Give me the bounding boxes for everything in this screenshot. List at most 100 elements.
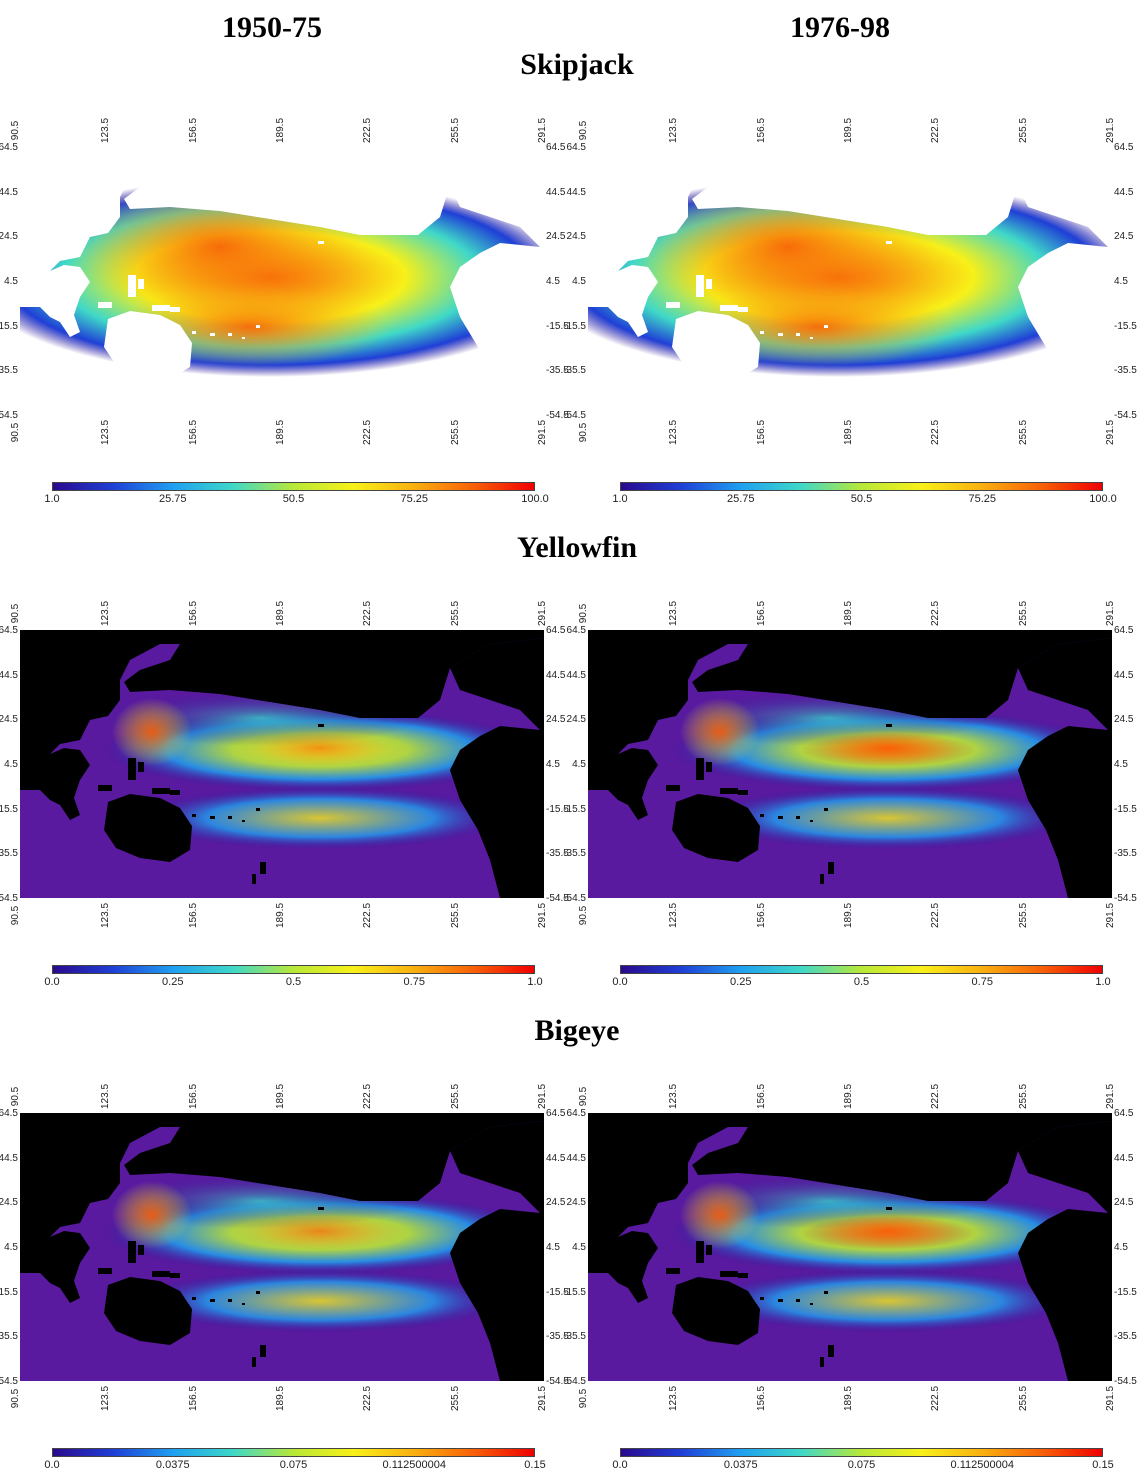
land-asia: [20, 147, 544, 271]
land-americas: [450, 638, 544, 898]
lon-tick-label: 222.5: [362, 902, 374, 929]
lat-tick-label: 4.5: [546, 276, 560, 287]
lon-tick-label: 90.5: [578, 603, 590, 624]
land-island: [318, 724, 324, 727]
lon-tick-label: 156.5: [755, 1083, 767, 1110]
land-se-asia: [20, 265, 90, 337]
lat-tick-label: -35.5: [563, 848, 586, 860]
land-island: [666, 1268, 680, 1274]
lon-tick-label: 123.5: [100, 1385, 112, 1412]
lon-tick-label: 255.5: [1017, 419, 1029, 446]
land-island: [192, 814, 196, 817]
land-island: [98, 302, 112, 308]
lon-tick-label: 90.5: [10, 1086, 22, 1107]
land-island: [242, 337, 245, 339]
lat-tick-label: -54.5: [0, 1376, 18, 1387]
lon-tick-label: 123.5: [100, 117, 112, 144]
colorbar-label: 25.75: [158, 493, 187, 505]
colorbar: [52, 482, 535, 491]
lon-tick-label: 222.5: [362, 1385, 374, 1412]
land-island: [256, 808, 260, 811]
lon-tick-label: 123.5: [100, 902, 112, 929]
land-island: [810, 820, 813, 822]
colorbar-label: 0.15: [524, 1459, 546, 1471]
land-island: [98, 785, 112, 791]
lat-tick-label: 4.5: [4, 759, 18, 770]
lat-tick-label: 24.5: [1114, 1197, 1134, 1209]
lon-tick-label: 291.5: [537, 419, 549, 446]
lat-tick-label: -54.5: [563, 410, 586, 421]
land-island: [778, 1299, 783, 1302]
land-asia: [588, 630, 1112, 754]
land-island: [760, 331, 764, 334]
land-island: [318, 1207, 324, 1210]
lon-tick-label: 90.5: [10, 1388, 22, 1409]
land-island: [824, 325, 828, 328]
lat-tick-label: 24.5: [546, 714, 566, 726]
land-island: [128, 1241, 136, 1263]
land-asia: [20, 1113, 544, 1237]
lon-tick-label: 123.5: [100, 1083, 112, 1110]
lon-tick-label: 255.5: [1017, 1385, 1029, 1412]
lon-tick-label: 156.5: [187, 1385, 199, 1412]
colorbar-label: 0.75: [971, 976, 993, 988]
lat-tick-label: 44.5: [546, 186, 566, 198]
land-americas: [450, 155, 544, 415]
land-island: [318, 241, 324, 244]
lat-tick-label: -54.5: [563, 1376, 586, 1387]
col-header-1976-98: 1976-98: [790, 11, 890, 44]
lon-tick-label: 255.5: [449, 419, 461, 446]
lon-tick-label: 189.5: [275, 419, 287, 446]
lon-tick-label: 189.5: [275, 600, 287, 627]
lat-tick-label: 4.5: [4, 276, 18, 287]
colorbar-label: 0.0: [612, 1459, 628, 1471]
lon-tick-label: 222.5: [362, 419, 374, 446]
lat-tick-label: 44.5: [566, 669, 586, 681]
lat-tick-label: 4.5: [1114, 1242, 1128, 1253]
land-island: [796, 1299, 800, 1302]
colorbar-label: 0.0: [44, 976, 60, 988]
lat-tick-label: 4.5: [546, 1242, 560, 1253]
lat-tick-label: 64.5: [546, 625, 566, 636]
lon-tick-label: 189.5: [275, 902, 287, 929]
lat-tick-label: 24.5: [566, 1197, 586, 1209]
lon-tick-label: 156.5: [187, 902, 199, 929]
land-island: [696, 1241, 704, 1263]
land-island: [260, 379, 266, 391]
land-se-asia: [588, 1231, 658, 1303]
land-se-asia: [20, 1231, 90, 1303]
lon-tick-label: 291.5: [537, 600, 549, 627]
colorbar-label: 50.5: [850, 493, 873, 505]
lat-tick-label: -54.5: [1114, 893, 1137, 904]
colorbar-label: 1.0: [1095, 976, 1111, 988]
lat-tick-label: 24.5: [546, 231, 566, 243]
lat-tick-label: -15.5: [0, 803, 18, 815]
lat-tick-label: -15.5: [563, 803, 586, 815]
colorbar-label: 75.25: [968, 493, 997, 505]
lon-tick-label: 222.5: [362, 1083, 374, 1110]
lat-tick-label: -35.5: [1114, 365, 1137, 377]
land-island: [886, 1207, 892, 1210]
land-island: [824, 1291, 828, 1294]
land-island: [828, 862, 834, 874]
lon-tick-label: 291.5: [1105, 1083, 1117, 1110]
map-panel: [20, 147, 544, 415]
map-skipjack-1950-75: [20, 147, 544, 415]
map-panel: [20, 630, 544, 898]
lon-tick-label: 123.5: [668, 600, 680, 627]
lat-tick-label: 44.5: [566, 186, 586, 198]
land-island: [810, 337, 813, 339]
land-island: [796, 816, 800, 819]
colorbar: [620, 482, 1103, 491]
colorbar-label: 0.25: [162, 976, 184, 988]
map-yellowfin-1976-98: [588, 630, 1112, 898]
land-island: [152, 305, 170, 311]
lon-tick-label: 123.5: [668, 1083, 680, 1110]
lon-tick-label: 123.5: [668, 419, 680, 446]
lat-tick-label: -35.5: [0, 365, 18, 377]
lon-tick-label: 189.5: [275, 1385, 287, 1412]
lon-tick-label: 189.5: [843, 1385, 855, 1412]
lat-tick-label: 4.5: [546, 759, 560, 770]
lon-tick-label: 255.5: [1017, 902, 1029, 929]
lon-tick-label: 189.5: [275, 117, 287, 144]
